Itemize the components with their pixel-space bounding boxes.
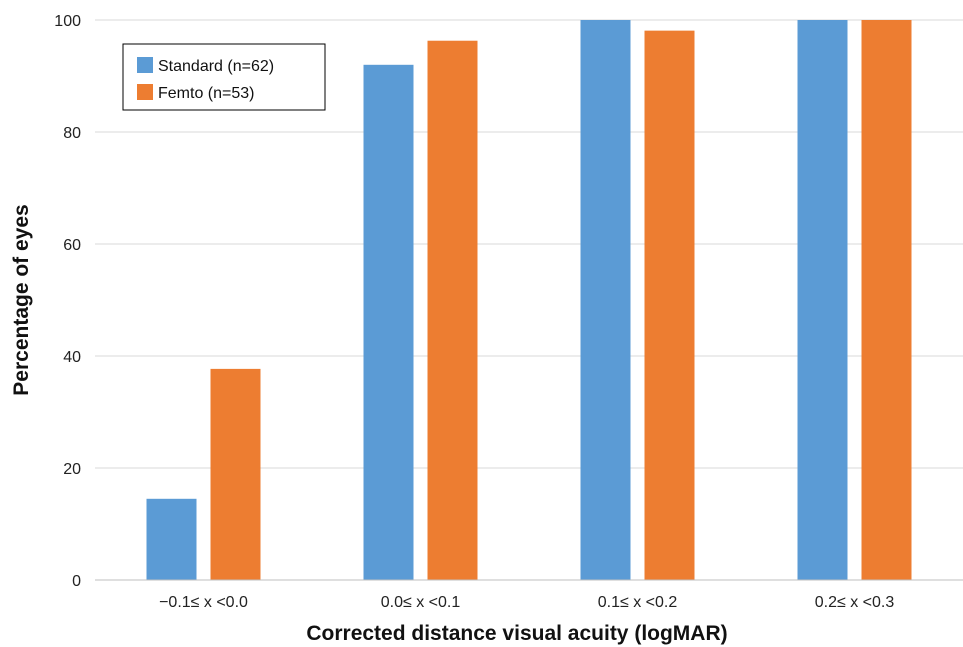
bar-standard — [146, 498, 197, 580]
bar-femto — [210, 368, 261, 580]
x-tick-label: 0.1≤ x <0.2 — [598, 594, 678, 611]
y-tick-label: 20 — [63, 461, 81, 478]
y-tick-label: 100 — [54, 13, 81, 30]
y-axis-title: Percentage of eyes — [10, 204, 33, 395]
axes: 0 20 40 60 80 100 −0.1≤ x <0.0 0.0≤ x <0.1 0.1≤ … — [54, 13, 963, 611]
y-tick-label: 80 — [63, 125, 81, 142]
bar-femto — [644, 30, 695, 580]
y-tick-label: 0 — [72, 573, 81, 590]
y-tick-label: 40 — [63, 349, 81, 366]
legend-label: Femto (n=53) — [158, 85, 254, 102]
bars — [146, 20, 912, 581]
legend-swatch — [137, 84, 153, 100]
y-tick-label: 60 — [63, 237, 81, 254]
bar-standard — [580, 20, 631, 580]
legend: Standard (n=62) Femto (n=53) — [122, 43, 326, 111]
legend-box — [122, 43, 326, 111]
x-tick-label: 0.0≤ x <0.1 — [381, 594, 461, 611]
legend-label: Standard (n=62) — [158, 58, 274, 75]
bar-standard — [363, 64, 414, 581]
bar-standard — [797, 20, 848, 580]
bar-femto — [427, 40, 478, 581]
x-tick-label: 0.2≤ x <0.3 — [815, 594, 895, 611]
x-tick-label: −0.1≤ x <0.0 — [159, 594, 248, 611]
legend-swatch — [137, 57, 153, 73]
bar-femto — [861, 20, 912, 580]
x-axis-title: Corrected distance visual acuity (logMAR… — [306, 622, 727, 645]
